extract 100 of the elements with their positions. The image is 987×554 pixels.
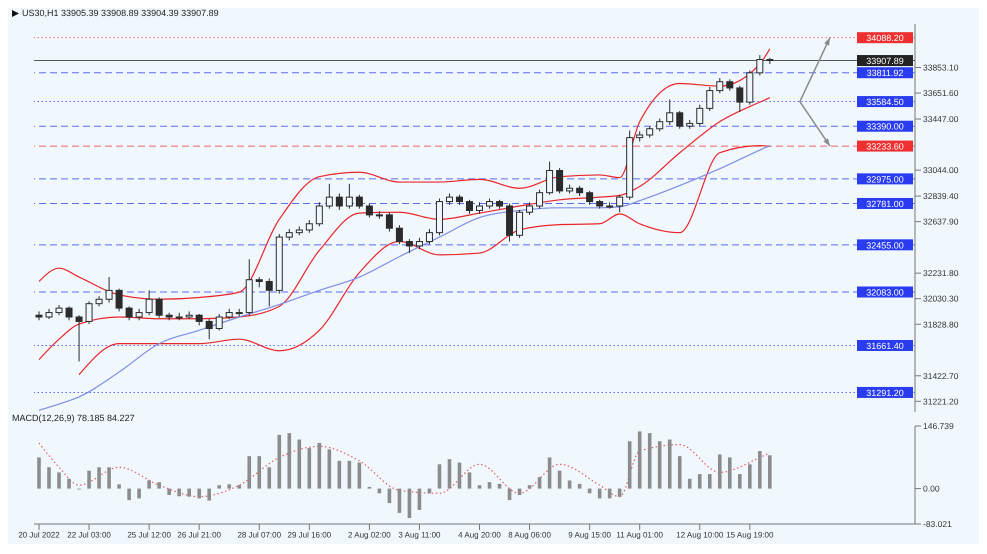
ref-line-label: 33390.00 bbox=[866, 122, 904, 132]
candlestick bbox=[526, 202, 534, 216]
bar bbox=[568, 480, 572, 489]
bar bbox=[388, 488, 392, 504]
candlestick bbox=[146, 290, 153, 316]
candlestick bbox=[586, 190, 594, 206]
bar bbox=[688, 478, 692, 489]
candlestick bbox=[216, 313, 223, 331]
ref-line-label: 32975.00 bbox=[866, 174, 904, 184]
bar bbox=[758, 451, 762, 489]
bar bbox=[698, 474, 702, 489]
ref-line-label: 31661.40 bbox=[866, 340, 904, 351]
bar bbox=[448, 459, 452, 489]
x-tick-label: 8 Aug 06:00 bbox=[508, 530, 552, 540]
bar bbox=[598, 488, 602, 498]
y-tick-label: 31828.80 bbox=[923, 319, 959, 330]
ref-line-label: 33907.89 bbox=[866, 56, 904, 66]
candlestick bbox=[466, 199, 473, 214]
candlestick bbox=[736, 85, 744, 112]
candlestick bbox=[96, 296, 103, 307]
ref-line-label: 31291.20 bbox=[866, 388, 904, 398]
candlestick bbox=[86, 300, 93, 325]
x-tick-label: 2 Aug 02:00 bbox=[348, 530, 392, 540]
candlestick bbox=[226, 308, 233, 320]
bar bbox=[668, 440, 672, 489]
bar bbox=[508, 488, 512, 500]
bar bbox=[127, 488, 131, 500]
bar bbox=[558, 470, 562, 489]
x-tick-label: 9 Aug 15:00 bbox=[568, 530, 612, 540]
ref-line-label: 32083.00 bbox=[866, 288, 904, 298]
bar bbox=[718, 454, 722, 489]
bar bbox=[227, 484, 232, 489]
candlestick bbox=[446, 192, 453, 206]
bar bbox=[157, 482, 161, 489]
x-tick-label: 20 Jul 2022 bbox=[18, 530, 60, 540]
bar bbox=[548, 457, 552, 489]
bar bbox=[768, 455, 772, 489]
bar bbox=[147, 480, 151, 489]
bar bbox=[438, 464, 442, 489]
candlestick bbox=[726, 78, 734, 92]
candlestick bbox=[406, 238, 413, 254]
candlestick bbox=[396, 224, 403, 245]
y-tick-label: 33853.10 bbox=[923, 62, 959, 73]
bar bbox=[298, 440, 302, 489]
candlestick bbox=[486, 198, 494, 210]
bar bbox=[728, 457, 732, 489]
bar bbox=[267, 467, 272, 489]
bar bbox=[498, 484, 502, 489]
ref-line-label: 32455.00 bbox=[866, 240, 904, 250]
candlestick bbox=[456, 194, 463, 206]
candlestick bbox=[256, 276, 263, 288]
x-tick-label: 12 Aug 10:00 bbox=[676, 530, 724, 540]
bar bbox=[608, 488, 612, 498]
bar bbox=[488, 482, 492, 489]
y-tick-label: 32839.40 bbox=[923, 191, 959, 202]
candlestick bbox=[636, 130, 644, 142]
x-tick-label: 15 Aug 19:00 bbox=[726, 530, 774, 540]
ref-line-label: 33584.50 bbox=[866, 97, 904, 108]
y-tick-label: 0.00 bbox=[923, 484, 940, 494]
bar bbox=[328, 449, 332, 489]
bar bbox=[468, 472, 472, 489]
candlestick bbox=[416, 237, 423, 250]
bar bbox=[287, 433, 292, 489]
bar bbox=[348, 460, 352, 489]
bar bbox=[87, 470, 91, 489]
ref-line-label: 34088.20 bbox=[866, 33, 904, 44]
bar bbox=[257, 456, 262, 489]
candlestick bbox=[536, 189, 544, 210]
bar bbox=[187, 488, 191, 497]
y-tick-label: 33651.60 bbox=[923, 88, 959, 98]
candlestick bbox=[386, 212, 393, 232]
bar bbox=[358, 462, 362, 489]
bar bbox=[378, 488, 382, 494]
bar bbox=[107, 467, 111, 489]
bar bbox=[618, 488, 622, 497]
y-tick-label: 146.739 bbox=[923, 421, 954, 432]
bar bbox=[638, 431, 642, 489]
bar bbox=[408, 488, 412, 518]
candlestick bbox=[206, 318, 213, 340]
bar bbox=[398, 488, 402, 513]
candlestick bbox=[366, 203, 373, 218]
bar bbox=[588, 488, 592, 494]
candlestick bbox=[346, 183, 353, 210]
line-series bbox=[38, 442, 770, 498]
candlestick bbox=[126, 306, 133, 321]
candlestick bbox=[716, 78, 724, 94]
candlestick bbox=[136, 308, 143, 321]
bar bbox=[247, 456, 252, 489]
bar bbox=[207, 488, 211, 501]
x-tick-label: 22 Jul 03:00 bbox=[67, 530, 112, 540]
candlestick bbox=[656, 118, 664, 132]
bar bbox=[628, 441, 632, 489]
bar bbox=[338, 460, 342, 489]
x-tick-label: 4 Aug 20:00 bbox=[458, 530, 502, 540]
x-tick-label: 11 Aug 01:00 bbox=[616, 530, 664, 540]
bar bbox=[538, 477, 542, 489]
y-tick-label: 32231.80 bbox=[923, 268, 959, 278]
bar bbox=[458, 462, 462, 489]
candlestick bbox=[46, 308, 53, 320]
bar bbox=[217, 485, 222, 489]
